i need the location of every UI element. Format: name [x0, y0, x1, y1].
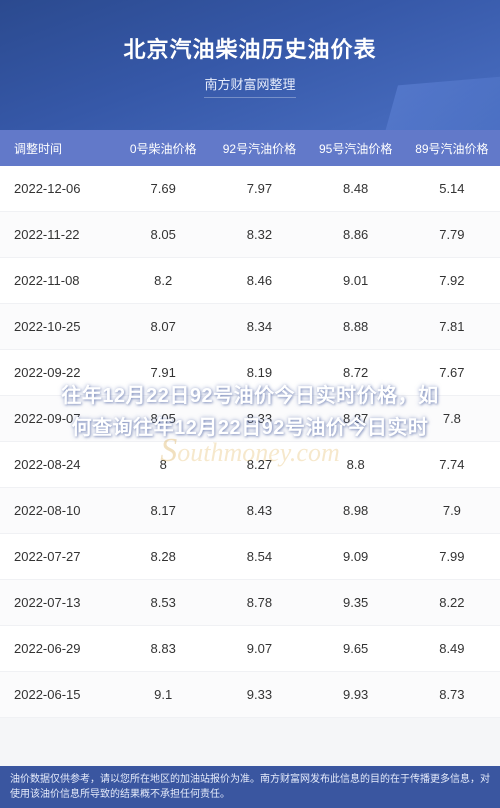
- table-cell: 8.28: [115, 549, 211, 564]
- table-cell: 9.1: [115, 687, 211, 702]
- header-banner: 北京汽油柴油历史油价表 南方财富网整理: [0, 0, 500, 130]
- table-cell: 2022-07-13: [0, 595, 115, 610]
- table-cell: 8.05: [115, 227, 211, 242]
- table-cell: 8.49: [404, 641, 500, 656]
- page-subtitle: 南方财富网整理: [204, 74, 295, 98]
- table-cell: 2022-10-25: [0, 319, 115, 334]
- table-cell: 2022-07-27: [0, 549, 115, 564]
- table-row: 2022-12-067.697.978.485.14: [0, 166, 500, 212]
- table-cell: 9.93: [308, 687, 404, 702]
- table-row: 2022-08-2488.278.87.74: [0, 442, 500, 488]
- table-cell: 8.33: [211, 411, 307, 426]
- table-cell: 7.69: [115, 181, 211, 196]
- table-cell: 8.83: [115, 641, 211, 656]
- table-cell: 8.54: [211, 549, 307, 564]
- table-cell: 7.97: [211, 181, 307, 196]
- table-cell: 7.67: [404, 365, 500, 380]
- table-cell: 8.22: [404, 595, 500, 610]
- table-cell: 8.48: [308, 181, 404, 196]
- table-cell: 8.27: [211, 457, 307, 472]
- footer-disclaimer: 油价数据仅供参考，请以您所在地区的加油站报价为准。南方财富网发布此信息的目的在于…: [0, 766, 500, 808]
- table-row: 2022-11-088.28.469.017.92: [0, 258, 500, 304]
- col-header: 0号柴油价格: [115, 140, 211, 157]
- table-cell: 5.14: [404, 181, 500, 196]
- table-cell: 8: [115, 457, 211, 472]
- table-cell: 8.86: [308, 227, 404, 242]
- table-row: 2022-06-159.19.339.938.73: [0, 672, 500, 718]
- table-cell: 2022-11-08: [0, 273, 115, 288]
- table-cell: 9.33: [211, 687, 307, 702]
- table-cell: 8.78: [211, 595, 307, 610]
- table-cell: 2022-11-22: [0, 227, 115, 242]
- table-cell: 8.88: [308, 319, 404, 334]
- table-cell: 7.81: [404, 319, 500, 334]
- table-cell: 7.91: [115, 365, 211, 380]
- table-cell: 8.73: [404, 687, 500, 702]
- table-row: 2022-06-298.839.079.658.49: [0, 626, 500, 672]
- table-cell: 9.07: [211, 641, 307, 656]
- table-cell: 7.79: [404, 227, 500, 242]
- table-row: 2022-07-138.538.789.358.22: [0, 580, 500, 626]
- table-cell: 8.53: [115, 595, 211, 610]
- table-cell: 9.65: [308, 641, 404, 656]
- table-row: 2022-09-078.058.338.877.8: [0, 396, 500, 442]
- table-cell: 8.34: [211, 319, 307, 334]
- table-cell: 7.92: [404, 273, 500, 288]
- col-header: 95号汽油价格: [308, 140, 404, 157]
- col-header: 92号汽油价格: [211, 140, 307, 157]
- table-row: 2022-09-227.918.198.727.67: [0, 350, 500, 396]
- table-cell: 8.98: [308, 503, 404, 518]
- table-cell: 8.05: [115, 411, 211, 426]
- price-table: 调整时间 0号柴油价格 92号汽油价格 95号汽油价格 89号汽油价格 2022…: [0, 130, 500, 718]
- table-cell: 7.99: [404, 549, 500, 564]
- table-cell: 9.35: [308, 595, 404, 610]
- table-cell: 2022-08-10: [0, 503, 115, 518]
- table-cell: 7.9: [404, 503, 500, 518]
- table-cell: 2022-06-15: [0, 687, 115, 702]
- table-row: 2022-11-228.058.328.867.79: [0, 212, 500, 258]
- table-cell: 8.17: [115, 503, 211, 518]
- table-row: 2022-08-108.178.438.987.9: [0, 488, 500, 534]
- table-cell: 2022-08-24: [0, 457, 115, 472]
- table-cell: 8.43: [211, 503, 307, 518]
- table-cell: 2022-06-29: [0, 641, 115, 656]
- table-cell: 8.87: [308, 411, 404, 426]
- table-row: 2022-07-278.288.549.097.99: [0, 534, 500, 580]
- table-header-row: 调整时间 0号柴油价格 92号汽油价格 95号汽油价格 89号汽油价格: [0, 130, 500, 166]
- table-cell: 9.09: [308, 549, 404, 564]
- col-header: 89号汽油价格: [404, 140, 500, 157]
- table-body: 2022-12-067.697.978.485.142022-11-228.05…: [0, 166, 500, 718]
- table-cell: 8.46: [211, 273, 307, 288]
- page-title: 北京汽油柴油历史油价表: [123, 32, 376, 64]
- table-cell: 2022-12-06: [0, 181, 115, 196]
- table-cell: 2022-09-07: [0, 411, 115, 426]
- table-cell: 7.74: [404, 457, 500, 472]
- table-cell: 8.72: [308, 365, 404, 380]
- table-cell: 8.8: [308, 457, 404, 472]
- table-cell: 8.2: [115, 273, 211, 288]
- table-cell: 2022-09-22: [0, 365, 115, 380]
- table-cell: 8.32: [211, 227, 307, 242]
- table-cell: 8.07: [115, 319, 211, 334]
- table-cell: 9.01: [308, 273, 404, 288]
- col-header: 调整时间: [0, 140, 115, 157]
- table-cell: 7.8: [404, 411, 500, 426]
- table-cell: 8.19: [211, 365, 307, 380]
- table-row: 2022-10-258.078.348.887.81: [0, 304, 500, 350]
